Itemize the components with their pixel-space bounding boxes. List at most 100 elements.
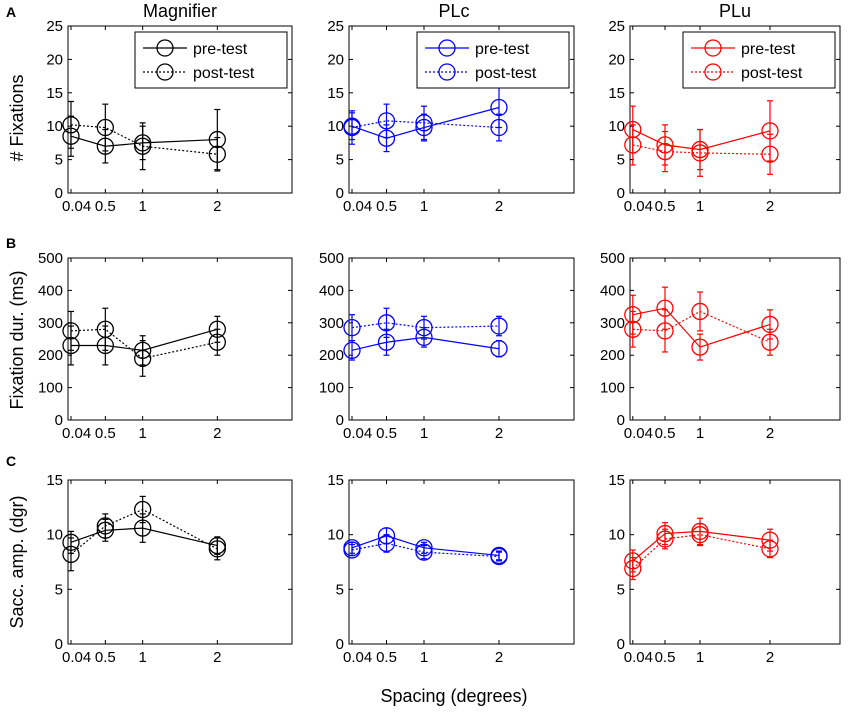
series-post-test [343, 307, 508, 342]
x-tick-label: 1 [696, 425, 704, 442]
data-point [415, 114, 433, 132]
legend-swatch-marker [704, 39, 722, 57]
y-tick-label: 10 [46, 527, 63, 544]
series-line [351, 336, 500, 351]
panel-a-magnifier: 0 5 10 15 20 25 0.04 0.5 1 2 pre-test post-test [46, 18, 293, 215]
y-tick-label: 20 [46, 51, 63, 68]
y-tick-label: 5 [55, 152, 63, 169]
y-tick-label: 0 [336, 185, 344, 202]
legend-label: post-test [741, 65, 803, 82]
series-line [351, 120, 500, 129]
axes-box [348, 25, 575, 194]
data-point [62, 545, 80, 563]
panel-b-plc: 0 100 200 300 400 500 0.04 0.5 1 2 [319, 250, 575, 442]
series-line [632, 307, 771, 348]
y-tick-label: 15 [46, 85, 63, 102]
y-tick-label: 25 [46, 18, 63, 35]
y-tick-label: 500 [600, 250, 625, 267]
y-tick-label: 20 [327, 51, 344, 68]
legend-swatch-marker [704, 63, 722, 81]
panel-b-magnifier: 0 100 200 300 400 500 0.04 0.5 1 2 [38, 250, 293, 442]
data-point [656, 530, 674, 548]
x-tick-label: 0.04 [624, 649, 653, 666]
x-tick-label: 0.04 [343, 649, 372, 666]
x-tick-label: 1 [696, 649, 704, 666]
axes-box [67, 25, 293, 194]
y-tick-label: 0 [617, 185, 625, 202]
data-point [490, 118, 508, 137]
x-tick-label: 2 [213, 198, 221, 215]
y-tick-label: 10 [608, 118, 625, 135]
ylabel-fixation-duration: Fixation dur. (ms) [7, 270, 27, 409]
y-tick-label: 400 [600, 282, 625, 299]
y-tick-label: 200 [38, 347, 63, 364]
data-point [134, 500, 152, 519]
data-point [691, 526, 709, 544]
y-tick-label: 15 [46, 472, 63, 489]
y-tick-label: 400 [319, 282, 344, 299]
y-tick-label: 5 [336, 581, 344, 598]
x-tick-label: 0.5 [376, 198, 397, 215]
y-tick-label: 15 [327, 472, 344, 489]
data-point [62, 116, 80, 134]
data-point [208, 145, 226, 163]
series-line [632, 530, 771, 562]
data-point [377, 534, 396, 553]
legend-swatch-marker [438, 39, 456, 57]
panel-c-magnifier: 0 5 10 15 0.04 0.5 1 2 [46, 472, 293, 666]
y-tick-label: 100 [38, 380, 63, 397]
data-point [691, 144, 709, 162]
series-line [70, 328, 218, 351]
row-letter-b: B [6, 235, 16, 251]
y-tick-label: 100 [319, 380, 344, 397]
series-line [632, 534, 771, 570]
y-tick-label: 5 [336, 152, 344, 169]
y-tick-label: 0 [55, 636, 63, 653]
legend: pre-test post-test [134, 31, 288, 89]
series-pre-test [62, 513, 226, 555]
x-tick-label: 2 [213, 649, 221, 666]
axes-box [348, 479, 575, 645]
y-tick-label: 10 [327, 527, 344, 544]
column-title-plc: PLc [438, 1, 469, 21]
legend-label: pre-test [475, 41, 530, 58]
x-tick-label: 0.5 [376, 425, 397, 442]
series-line [70, 527, 218, 547]
y-tick-label: 500 [319, 250, 344, 267]
data-point [208, 540, 226, 558]
data-point [490, 340, 508, 358]
y-tick-label: 300 [319, 315, 344, 332]
column-title-magnifier: Magnifier [143, 1, 217, 21]
y-tick-label: 0 [336, 412, 344, 429]
x-tick-label: 1 [138, 425, 146, 442]
x-tick-label: 0.5 [95, 649, 116, 666]
panel-a-plu: 0 5 10 15 20 25 0.04 0.5 1 2 pre-test post-test [608, 18, 841, 215]
series-line [632, 128, 771, 151]
y-tick-label: 200 [319, 347, 344, 364]
x-tick-label: 2 [766, 649, 774, 666]
data-point [624, 559, 642, 578]
y-tick-label: 500 [38, 250, 63, 267]
y-tick-label: 400 [38, 282, 63, 299]
series-post-test [62, 100, 226, 172]
series-line [70, 124, 218, 155]
y-tick-label: 200 [600, 347, 625, 364]
series-post-test [62, 307, 226, 377]
legend-swatch-marker [156, 63, 174, 81]
row-letter-a: A [6, 4, 16, 20]
data-point [343, 118, 361, 137]
data-point [624, 320, 642, 338]
data-point [208, 333, 226, 351]
y-tick-label: 300 [600, 315, 625, 332]
legend-label: pre-test [193, 41, 248, 58]
axes-box [629, 257, 841, 421]
data-point [415, 319, 433, 337]
x-tick-label: 2 [766, 198, 774, 215]
x-tick-label: 1 [420, 649, 428, 666]
series-post-test [343, 103, 508, 145]
x-tick-label: 0.5 [376, 649, 397, 666]
legend-label: post-test [475, 65, 537, 82]
series-post-test [343, 534, 508, 566]
column-title-plu: PLu [719, 1, 751, 21]
y-tick-label: 5 [617, 581, 625, 598]
